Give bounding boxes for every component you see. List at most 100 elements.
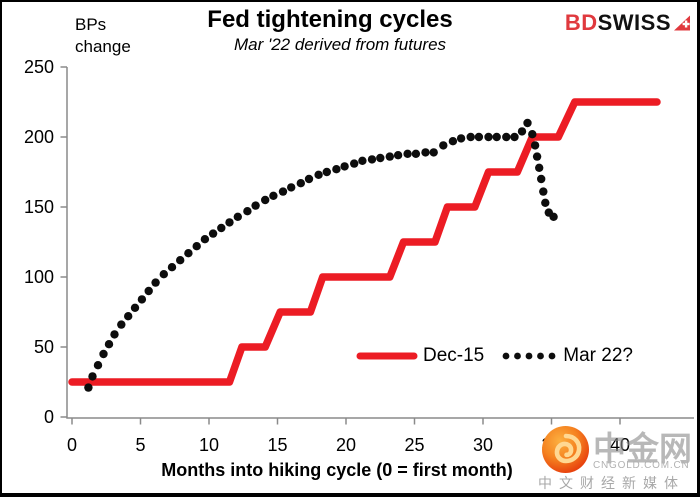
mar22-dot xyxy=(124,312,133,321)
mar22-dot xyxy=(456,134,466,143)
watermark-domain: CNGOLD.COM.CN xyxy=(593,460,690,471)
mar22-dot xyxy=(510,132,519,142)
bdswiss-swiss-text: SWISS xyxy=(597,10,671,35)
cngold-logo-icon xyxy=(542,426,589,473)
mar22-dot xyxy=(492,132,501,142)
mar22-dot xyxy=(439,141,448,150)
mar22-dot xyxy=(88,372,97,381)
y-tick-label: 150 xyxy=(24,197,54,217)
mar22-dot xyxy=(217,223,226,233)
mar22-dot xyxy=(429,148,438,157)
mar22-dot xyxy=(376,153,385,163)
y-tick-label: 250 xyxy=(24,57,54,77)
mar22-dot xyxy=(466,132,475,142)
mar22-dot xyxy=(104,340,114,349)
mar22-dot xyxy=(393,151,403,160)
mar22-dot xyxy=(296,179,305,188)
y-tick-label: 200 xyxy=(24,127,54,147)
y-tick-label: 100 xyxy=(24,267,54,287)
y-axis-unit-label: BPs change xyxy=(75,15,131,56)
mar22-dot xyxy=(99,349,108,359)
legend-label-dec15: Dec-15 xyxy=(423,345,485,366)
mar22-dot xyxy=(535,163,544,172)
mar22-dot xyxy=(261,195,270,205)
mar22-dot xyxy=(448,137,458,146)
mar22-dot xyxy=(269,191,278,200)
mar22-dot xyxy=(484,132,493,142)
mar22-dot xyxy=(532,152,542,161)
mar22-dot xyxy=(528,130,537,139)
mar22-dot xyxy=(137,295,147,304)
mar22-dot xyxy=(385,152,394,161)
mar22-dot xyxy=(184,249,193,258)
x-tick-label: 15 xyxy=(267,435,287,455)
mar22-dot xyxy=(208,229,218,238)
red-line-swatch-icon xyxy=(356,352,418,360)
axis-lines xyxy=(66,67,694,419)
x-tick-label: 40 xyxy=(610,435,630,455)
mar22-dot xyxy=(278,187,288,196)
bdswiss-logo: BD SWISS xyxy=(565,10,692,36)
y-tick-label: 0 xyxy=(44,407,54,427)
mar22-dot xyxy=(314,170,323,179)
chart-title: Fed tightening cycles xyxy=(207,6,453,33)
mar22-dot xyxy=(517,127,527,136)
x-axis-title: Months into hiking cycle (0 = first mont… xyxy=(161,460,513,480)
legend-label-mar22: Mar 22? xyxy=(563,345,633,366)
watermark-name: 中金网 xyxy=(593,430,692,467)
mar22-dot xyxy=(539,187,548,196)
bdswiss-arrow-icon xyxy=(674,15,690,31)
mar22-dot xyxy=(233,212,242,221)
chart-subtitle: Mar '22 derived from futures xyxy=(233,35,447,54)
mar22-dot xyxy=(200,235,210,244)
mar22-dot xyxy=(421,148,430,157)
dec15-step-line xyxy=(68,98,661,386)
x-tick-label: 10 xyxy=(199,435,219,455)
mar22-dot xyxy=(403,149,412,158)
mar22-dot xyxy=(192,242,201,251)
mar22-dot xyxy=(358,156,367,165)
mar22-dot xyxy=(144,286,153,296)
bdswiss-bd-text: BD xyxy=(564,10,598,35)
mar22-dot xyxy=(225,218,234,227)
mar22-dot xyxy=(287,183,296,192)
chart-legend: Dec-15 Mar 22? xyxy=(356,345,633,367)
mar22-dot xyxy=(474,132,484,142)
watermark-tagline: 中文财经新媒体 xyxy=(538,475,685,491)
mar22-dot xyxy=(541,198,550,207)
y-tick-label: 50 xyxy=(34,337,54,357)
black-dots-swatch-icon xyxy=(502,352,556,360)
cngold-watermark: 中金网 CNGOLD.COM.CN 中文财经新媒体 xyxy=(538,424,697,492)
x-tick-label: 20 xyxy=(336,435,356,455)
legend-item-dec15: Dec-15 xyxy=(356,345,484,367)
mar22-dot xyxy=(322,167,331,177)
mar22-dot xyxy=(549,212,558,221)
mar22-dot xyxy=(304,174,314,184)
x-tick-label: 5 xyxy=(135,435,145,455)
mar22-dot xyxy=(93,361,103,370)
x-tick-label: 25 xyxy=(404,435,424,455)
mar22-dot xyxy=(367,155,377,164)
mar22-dot xyxy=(523,118,532,128)
mar22-dot xyxy=(537,174,546,184)
mar22-dot xyxy=(340,162,349,171)
mar22-dot xyxy=(176,256,185,265)
x-tick-label: 30 xyxy=(473,435,493,455)
mar22-dot xyxy=(151,278,160,287)
mar22-dot xyxy=(167,263,177,272)
mar22-dot xyxy=(332,165,341,174)
x-tick-label: 0 xyxy=(67,435,77,455)
mar22-dot xyxy=(117,320,126,329)
mar22-dot xyxy=(130,303,140,312)
mar22-dot xyxy=(502,132,511,142)
mar22-dot xyxy=(530,141,540,150)
mar22-dot xyxy=(243,207,252,216)
mar22-dot xyxy=(110,330,119,339)
legend-item-mar22: Mar 22? xyxy=(500,345,633,367)
mar22-dot xyxy=(350,159,359,168)
mar22-dot xyxy=(84,383,93,392)
mar22-dot xyxy=(251,201,260,210)
mar22-dot xyxy=(159,270,168,279)
